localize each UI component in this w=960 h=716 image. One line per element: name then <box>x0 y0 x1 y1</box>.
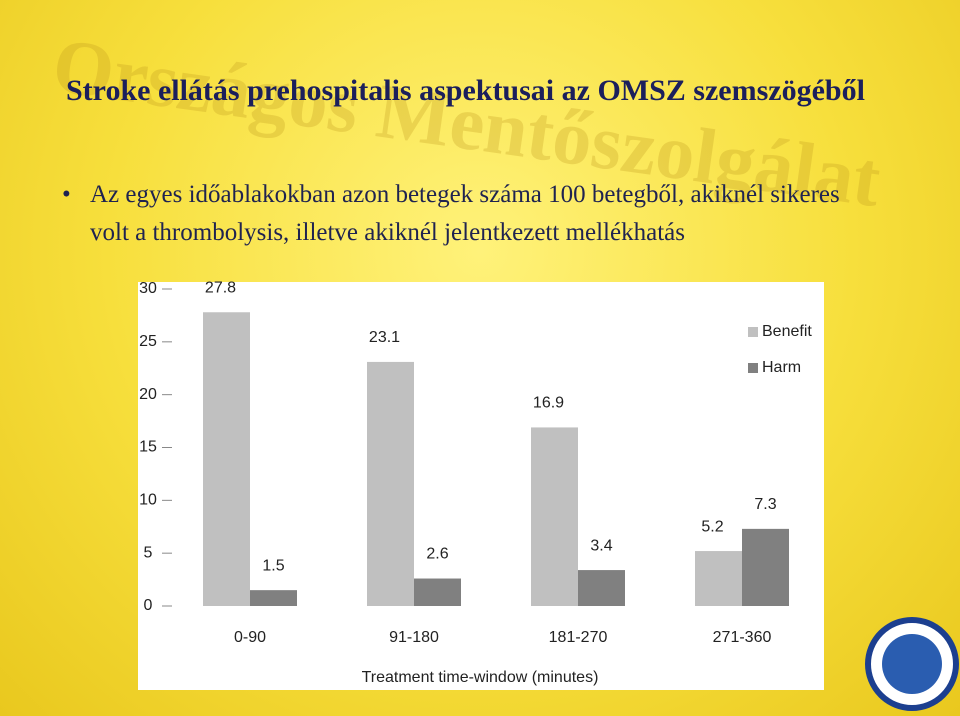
x-axis-title: Treatment time-window (minutes) <box>362 669 599 686</box>
y-tick-label: 25 <box>139 333 157 350</box>
bar <box>695 551 742 606</box>
value-label: 16.9 <box>533 395 564 412</box>
legend-swatch <box>748 363 758 373</box>
y-tick-label: 15 <box>139 439 157 456</box>
value-label: 2.6 <box>426 546 448 563</box>
bullet: • Az egyes időablakokban azon betegek szá… <box>62 176 882 252</box>
legend-swatch <box>748 327 758 337</box>
bar <box>367 361 414 606</box>
chart-background <box>138 282 824 690</box>
y-tick-label: 0 <box>144 597 153 614</box>
value-label: 7.3 <box>754 496 776 513</box>
bar <box>742 528 789 606</box>
x-tick-label: 91-180 <box>389 629 439 646</box>
value-label: 1.5 <box>262 557 284 574</box>
y-tick-label: 30 <box>139 280 157 297</box>
value-label: 27.8 <box>205 279 236 296</box>
bar <box>414 578 461 606</box>
x-tick-label: 0-90 <box>234 629 266 646</box>
bar <box>578 570 625 606</box>
legend-label: Benefit <box>762 323 812 340</box>
value-label: 3.4 <box>590 537 612 554</box>
y-tick-label: 20 <box>139 386 157 403</box>
y-tick-label: 5 <box>144 544 153 561</box>
value-label: 23.1 <box>369 329 400 346</box>
legend-label: Harm <box>762 359 801 376</box>
y-tick-label: 10 <box>139 492 157 509</box>
bar <box>531 427 578 606</box>
x-tick-label: 271-360 <box>713 629 772 646</box>
value-label: 5.2 <box>701 518 723 535</box>
bullet-text: Az egyes időablakokban azon betegek szám… <box>90 181 840 246</box>
logo-inner <box>882 634 942 694</box>
bar <box>203 312 250 606</box>
x-tick-label: 181-270 <box>549 629 608 646</box>
slide-title: Stroke ellátás prehospitalis aspektusai … <box>66 74 865 107</box>
bar <box>250 590 297 606</box>
